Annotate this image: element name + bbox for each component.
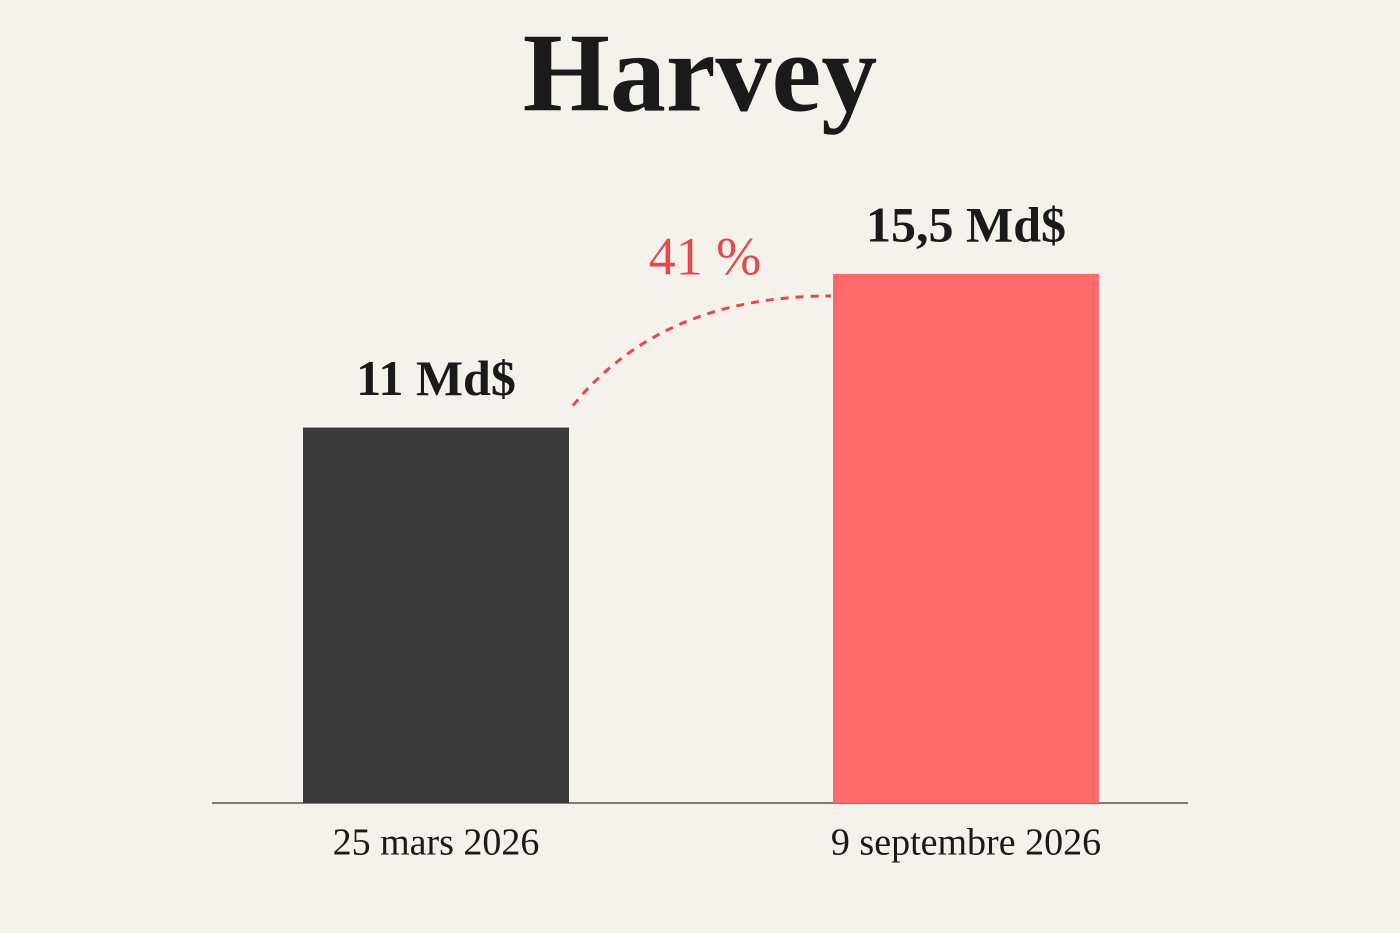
annotation: 41 %	[649, 226, 761, 286]
chart-title: Harvey	[523, 12, 878, 136]
bar	[833, 274, 1099, 803]
value-label: 15,5 Md$	[866, 196, 1066, 252]
x-tick-label: 9 septembre 2026	[831, 822, 1101, 864]
x-tick-label: 25 mars 2026	[333, 822, 540, 864]
growth-arrow	[571, 294, 832, 407]
value-label: 11 Md$	[356, 350, 516, 406]
bar	[303, 427, 569, 803]
